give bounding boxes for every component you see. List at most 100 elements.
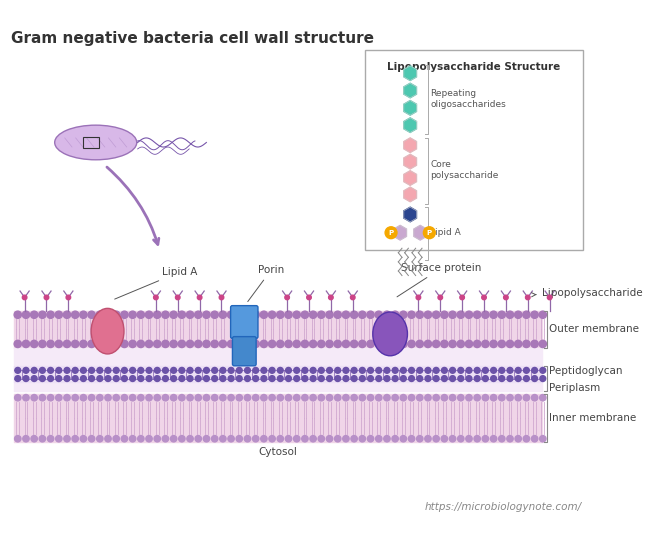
- Circle shape: [490, 340, 497, 347]
- Circle shape: [146, 367, 152, 373]
- FancyBboxPatch shape: [230, 306, 258, 338]
- Circle shape: [211, 340, 218, 347]
- Circle shape: [47, 311, 55, 318]
- Circle shape: [179, 376, 185, 382]
- Circle shape: [392, 395, 398, 401]
- Circle shape: [482, 340, 489, 347]
- Circle shape: [391, 311, 398, 318]
- Circle shape: [64, 340, 71, 347]
- Circle shape: [203, 395, 210, 401]
- Circle shape: [227, 311, 235, 318]
- Circle shape: [474, 376, 480, 382]
- Circle shape: [416, 311, 423, 318]
- Polygon shape: [404, 66, 417, 81]
- Circle shape: [105, 367, 111, 373]
- Circle shape: [64, 311, 71, 318]
- Circle shape: [145, 311, 153, 318]
- Circle shape: [515, 311, 522, 318]
- Circle shape: [22, 340, 30, 347]
- Circle shape: [71, 311, 79, 318]
- Circle shape: [515, 367, 521, 373]
- Circle shape: [310, 395, 316, 401]
- Circle shape: [39, 395, 45, 401]
- Circle shape: [458, 395, 464, 401]
- Circle shape: [276, 311, 284, 318]
- Polygon shape: [404, 207, 417, 222]
- Circle shape: [252, 395, 259, 401]
- Circle shape: [236, 376, 242, 382]
- Circle shape: [408, 395, 415, 401]
- Circle shape: [171, 367, 177, 373]
- Circle shape: [186, 311, 193, 318]
- Circle shape: [39, 311, 46, 318]
- Circle shape: [23, 436, 29, 442]
- Circle shape: [408, 436, 415, 442]
- Circle shape: [47, 340, 55, 347]
- Circle shape: [342, 311, 350, 318]
- Circle shape: [522, 311, 530, 318]
- Circle shape: [441, 395, 448, 401]
- Circle shape: [80, 376, 86, 382]
- Polygon shape: [404, 118, 417, 132]
- Circle shape: [526, 295, 530, 300]
- Circle shape: [154, 436, 160, 442]
- Circle shape: [482, 311, 489, 318]
- Circle shape: [179, 367, 185, 373]
- Circle shape: [351, 395, 358, 401]
- Circle shape: [465, 340, 472, 347]
- Circle shape: [539, 436, 546, 442]
- Circle shape: [326, 395, 333, 401]
- Circle shape: [121, 395, 128, 401]
- Circle shape: [228, 436, 234, 442]
- Circle shape: [31, 395, 38, 401]
- Circle shape: [450, 367, 456, 373]
- Circle shape: [212, 376, 217, 382]
- Circle shape: [22, 295, 27, 300]
- Circle shape: [80, 395, 86, 401]
- Circle shape: [80, 367, 86, 373]
- Circle shape: [195, 395, 201, 401]
- Circle shape: [532, 395, 538, 401]
- Text: P: P: [427, 230, 432, 236]
- Circle shape: [252, 311, 260, 318]
- Circle shape: [359, 340, 366, 347]
- Circle shape: [367, 367, 373, 373]
- Circle shape: [449, 340, 456, 347]
- Circle shape: [540, 367, 546, 373]
- Circle shape: [498, 436, 505, 442]
- Circle shape: [137, 311, 145, 318]
- Circle shape: [56, 376, 62, 382]
- Circle shape: [343, 436, 349, 442]
- Circle shape: [121, 436, 128, 442]
- Circle shape: [474, 367, 480, 373]
- Circle shape: [301, 340, 308, 347]
- Circle shape: [203, 436, 210, 442]
- Circle shape: [269, 340, 276, 347]
- Circle shape: [261, 436, 267, 442]
- Circle shape: [507, 376, 513, 382]
- Circle shape: [40, 376, 45, 382]
- Circle shape: [408, 340, 415, 347]
- Circle shape: [244, 395, 251, 401]
- Circle shape: [277, 395, 284, 401]
- Circle shape: [392, 367, 398, 373]
- Circle shape: [400, 311, 407, 318]
- Circle shape: [285, 311, 292, 318]
- Circle shape: [203, 340, 210, 347]
- Circle shape: [474, 436, 480, 442]
- Circle shape: [310, 367, 316, 373]
- Circle shape: [47, 376, 53, 382]
- Circle shape: [212, 367, 217, 373]
- Circle shape: [269, 376, 275, 382]
- Circle shape: [212, 395, 218, 401]
- Circle shape: [424, 311, 432, 318]
- Circle shape: [88, 340, 95, 347]
- Circle shape: [293, 340, 300, 347]
- Circle shape: [154, 340, 161, 347]
- Circle shape: [286, 376, 291, 382]
- Circle shape: [498, 311, 506, 318]
- Circle shape: [285, 295, 289, 300]
- Bar: [83, 137, 99, 148]
- Circle shape: [219, 436, 226, 442]
- Circle shape: [423, 227, 435, 238]
